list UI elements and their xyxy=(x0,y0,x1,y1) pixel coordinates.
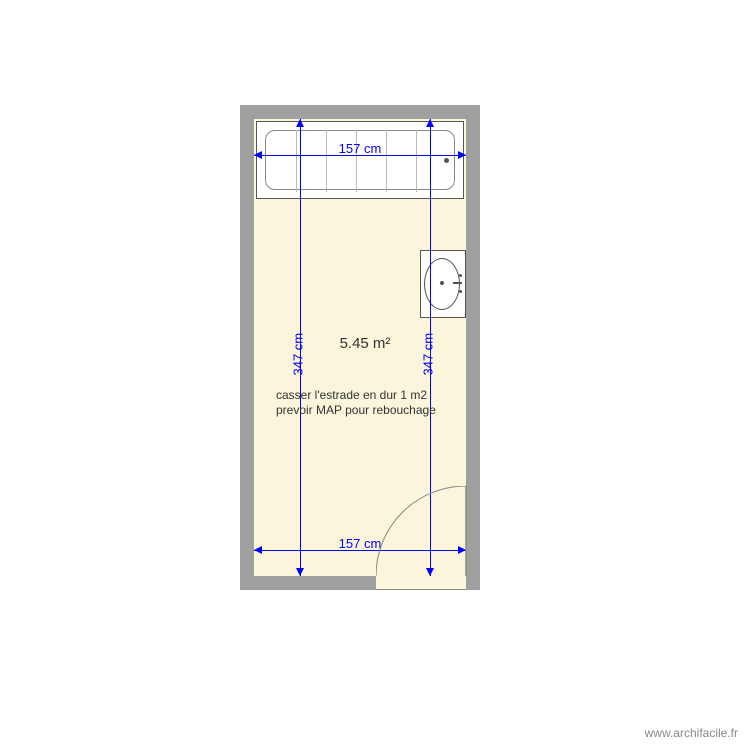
tub-line xyxy=(386,130,387,192)
sink-faucet xyxy=(453,282,462,284)
door-threshold-line xyxy=(376,589,466,590)
watermark: www.archifacile.fr xyxy=(645,726,738,740)
dim-arrow xyxy=(254,546,262,554)
sink-tap-dot xyxy=(459,274,462,277)
dim-left-height-label: 347 cm xyxy=(291,316,306,376)
bathtub xyxy=(256,121,464,199)
room-area-label: 5.45 m² xyxy=(330,335,400,352)
bathtub-drain xyxy=(444,158,449,163)
dim-right-height-label: 347 cm xyxy=(421,316,436,376)
bathtub-inner xyxy=(265,130,455,190)
tub-line xyxy=(416,130,417,192)
tub-line xyxy=(296,130,297,192)
door-arc xyxy=(376,486,468,578)
dim-arrow xyxy=(296,568,304,576)
dim-arrow xyxy=(296,119,304,127)
dim-arrow xyxy=(426,119,434,127)
tub-line xyxy=(326,130,327,192)
tub-line xyxy=(356,130,357,192)
door-opening xyxy=(376,576,466,590)
note-line-1: casser l'estrade en dur 1 m2 xyxy=(276,388,427,402)
dim-top-width-label: 157 cm xyxy=(330,141,390,156)
note-line-2: prevoir MAP pour rebouchage xyxy=(276,403,436,417)
sink-tap-dot xyxy=(459,290,462,293)
sink-drain xyxy=(440,281,444,285)
sink xyxy=(420,250,466,318)
dim-arrow xyxy=(458,151,466,159)
dim-arrow xyxy=(254,151,262,159)
floorplan-canvas: 157 cm 157 cm 347 cm 347 cm 5.45 m² cass… xyxy=(0,0,750,750)
